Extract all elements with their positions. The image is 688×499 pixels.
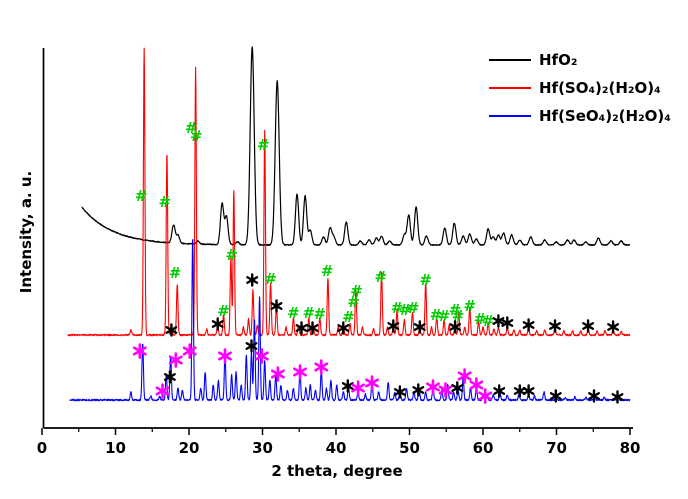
legend-row-sulfate: Hf(SO₄)₂(H₂O)₄: [489, 74, 671, 102]
star-black-marker-icon: [501, 316, 514, 330]
hash-green-marker-icon: #: [438, 307, 451, 325]
star-black-marker-icon: [412, 383, 425, 397]
hash-green-marker-icon: #: [350, 282, 363, 300]
star-magenta-marker-icon: [218, 348, 232, 364]
star-black-marker-icon: [393, 385, 406, 399]
star-black-marker-icon: [163, 370, 176, 384]
star-black-marker-icon: [270, 299, 283, 313]
star-magenta-marker-icon: [351, 380, 366, 396]
star-black-marker-icon: [165, 323, 178, 337]
star-black-marker-icon: [245, 339, 258, 353]
star-black-marker-icon: [295, 321, 308, 335]
star-black-marker-icon: [522, 318, 535, 332]
hash-green-marker-icon: #: [452, 307, 465, 325]
hash-green-marker-icon: #: [135, 187, 148, 205]
x-tick-label: 60: [473, 439, 494, 457]
hash-green-marker-icon: #: [217, 302, 230, 320]
star-magenta-marker-icon: [426, 379, 440, 395]
hash-green-marker-icon: #: [321, 262, 334, 280]
star-black-marker-icon: [582, 319, 595, 333]
hash-green-marker-icon: #: [391, 299, 404, 317]
hash-green-marker-icon: #: [375, 268, 388, 286]
hash-green-marker-icon: #: [407, 299, 420, 317]
star-magenta-marker-icon: [155, 383, 170, 399]
star-black-marker-icon: [549, 389, 562, 403]
star-magenta-marker-icon: [270, 366, 285, 382]
hash-green-marker-icon: #: [430, 306, 443, 324]
hash-green-marker-icon: #: [419, 271, 432, 289]
star-magenta-marker-icon: [182, 343, 197, 359]
hash-green-marker-icon: #: [399, 301, 412, 319]
star-black-marker-icon: [522, 384, 535, 398]
hash-green-marker-icon: #: [347, 293, 360, 311]
star-black-marker-icon: [492, 314, 505, 328]
hash-green-marker-icon: #: [158, 193, 171, 211]
star-black-marker-icon: [611, 390, 624, 404]
hash-green-marker-icon: #: [225, 246, 238, 264]
star-black-marker-icon: [211, 317, 224, 331]
star-black-marker-icon: [337, 321, 350, 335]
star-black-marker-icon: [549, 319, 561, 333]
star-magenta-marker-icon: [293, 364, 307, 380]
star-black-marker-icon: [513, 384, 526, 398]
hash-green-marker-icon: #: [257, 136, 270, 154]
star-magenta-marker-icon: [469, 377, 484, 393]
star-magenta-marker-icon: [438, 382, 453, 398]
x-tick-label: 10: [105, 439, 126, 457]
hash-green-marker-icon: #: [303, 304, 316, 322]
legend-row-hfo2: HfO₂: [489, 46, 671, 74]
star-black-marker-icon: [306, 321, 319, 335]
star-magenta-marker-icon: [478, 388, 493, 404]
star-black-marker-icon: [588, 389, 600, 403]
star-magenta-marker-icon: [254, 348, 269, 364]
star-black-marker-icon: [451, 381, 464, 395]
star-magenta-marker-icon: [168, 352, 183, 368]
legend-line-hfo2-icon: [489, 59, 531, 61]
x-tick-label: 20: [179, 439, 200, 457]
x-tick-label: 70: [546, 439, 567, 457]
hash-green-marker-icon: #: [342, 308, 355, 326]
legend-line-sulfate-icon: [489, 87, 531, 89]
x-tick-label: 30: [252, 439, 273, 457]
star-magenta-marker-icon: [314, 359, 329, 375]
legend-line-selenate-icon: [489, 115, 531, 117]
hash-green-marker-icon: #: [185, 119, 198, 137]
star-black-marker-icon: [246, 273, 259, 287]
hash-green-marker-icon: #: [449, 301, 462, 319]
legend: HfO₂ Hf(SO₄)₂(H₂O)₄ Hf(SeO₄)₂(H₂O)₄: [489, 46, 671, 130]
x-axis-title: 2 theta, degree: [271, 462, 403, 480]
hash-green-marker-icon: #: [169, 264, 182, 282]
hash-green-marker-icon: #: [190, 127, 203, 145]
star-black-marker-icon: [449, 320, 462, 334]
star-magenta-marker-icon: [365, 375, 379, 391]
x-tick-label: 40: [326, 439, 347, 457]
star-black-marker-icon: [413, 320, 426, 334]
star-magenta-marker-icon: [132, 343, 147, 359]
hash-green-marker-icon: #: [474, 310, 487, 328]
legend-label-sulfate: Hf(SO₄)₂(H₂O)₄: [539, 79, 661, 97]
x-tick-label: 50: [399, 439, 420, 457]
hash-green-marker-icon: #: [482, 312, 495, 330]
x-tick-label: 0: [37, 439, 47, 457]
star-black-marker-icon: [493, 384, 506, 398]
star-black-marker-icon: [607, 320, 620, 334]
hash-green-marker-icon: #: [463, 297, 476, 315]
star-magenta-marker-icon: [457, 368, 472, 384]
star-black-marker-icon: [387, 319, 400, 333]
hash-green-marker-icon: #: [314, 305, 327, 323]
series-curve-hfseo42h2o4: [69, 238, 631, 402]
star-black-marker-icon: [341, 379, 354, 393]
x-tick-label: 80: [620, 439, 641, 457]
y-axis-title: Intensity, a. u.: [17, 170, 35, 294]
series-curve-hfo2: [81, 46, 631, 247]
legend-label-selenate: Hf(SeO₄)₂(H₂O)₄: [539, 107, 671, 125]
hash-green-marker-icon: #: [287, 304, 300, 322]
legend-label-hfo2: HfO₂: [539, 51, 578, 69]
hash-green-marker-icon: #: [264, 270, 277, 288]
legend-row-selenate: Hf(SeO₄)₂(H₂O)₄: [489, 102, 671, 130]
